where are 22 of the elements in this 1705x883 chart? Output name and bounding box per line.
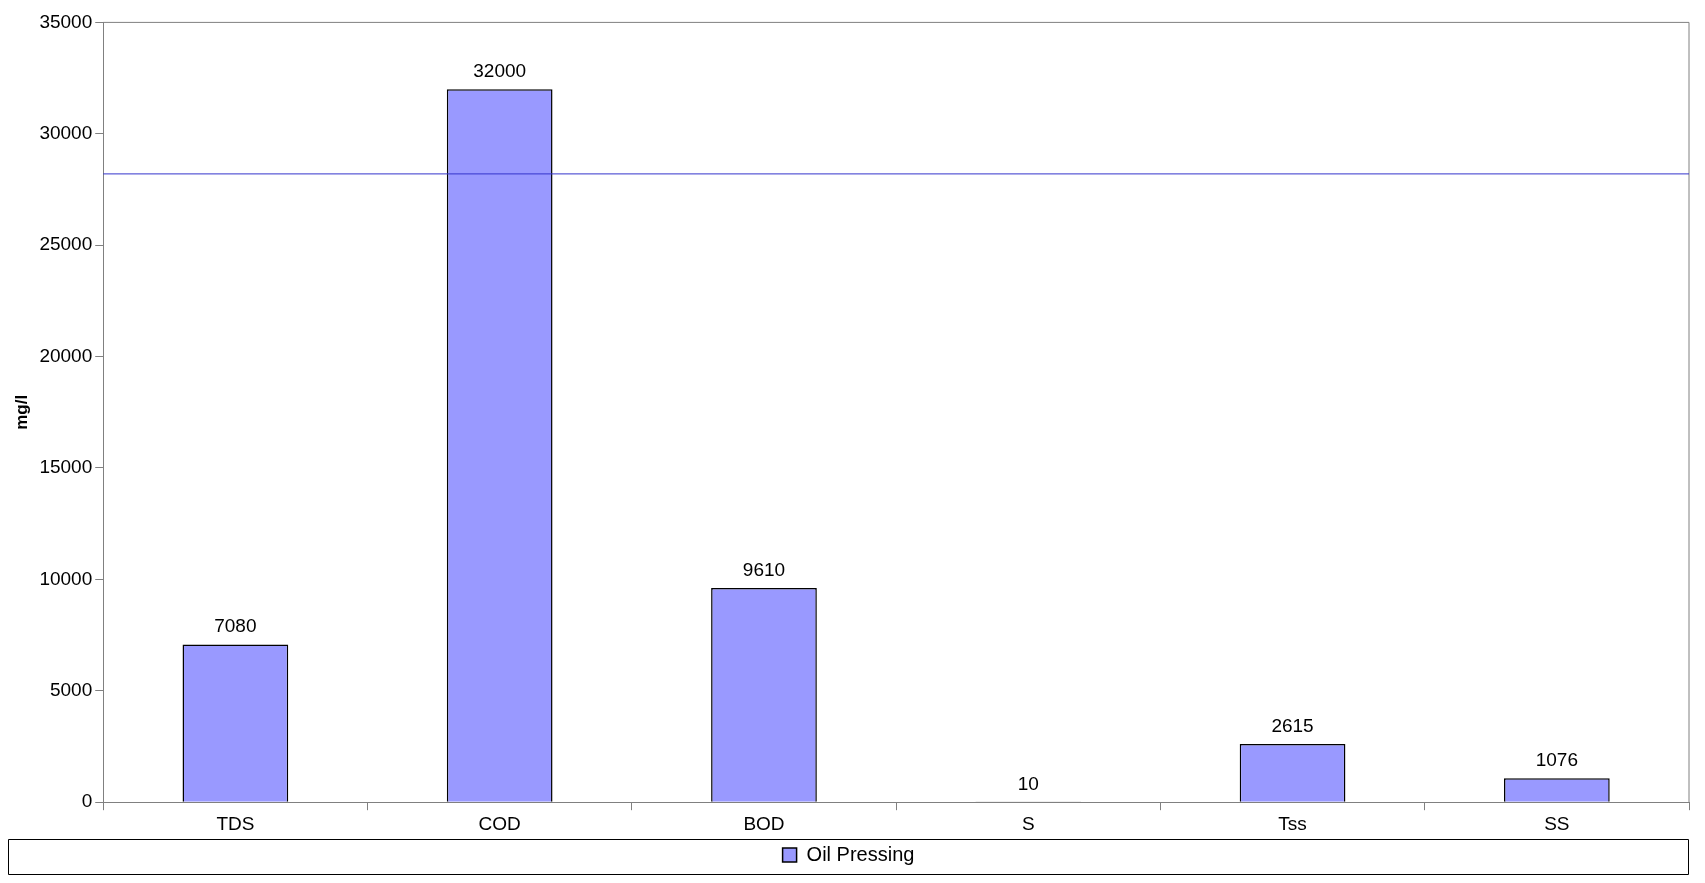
y-tick-label: 5000: [49, 679, 93, 701]
data-label: 32000: [473, 59, 527, 81]
x-tick-label: BOD: [743, 812, 785, 834]
y-tick-label: 30000: [39, 122, 93, 144]
y-tick-label: 15000: [39, 456, 93, 478]
x-tick-label: SS: [1544, 812, 1570, 834]
y-tick-label: 0: [81, 790, 93, 812]
data-label: 7080: [214, 615, 257, 637]
data-label: 2615: [1271, 714, 1314, 736]
y-axis-title: mg/l: [11, 394, 31, 430]
y-tick-label: 10000: [39, 567, 93, 589]
x-tick-label: Tss: [1278, 812, 1307, 834]
y-tick-label: 20000: [39, 344, 93, 366]
data-label: 10: [1017, 772, 1039, 794]
x-tick-label: TDS: [216, 812, 255, 834]
x-tick-label: S: [1021, 812, 1035, 834]
y-tick-label: 35000: [39, 10, 93, 32]
x-tick-label: COD: [478, 812, 521, 834]
data-label: 1076: [1535, 748, 1578, 770]
legend-label: Oil Pressing: [806, 842, 915, 865]
y-tick-label: 25000: [39, 233, 93, 255]
data-label: 9610: [742, 558, 786, 580]
